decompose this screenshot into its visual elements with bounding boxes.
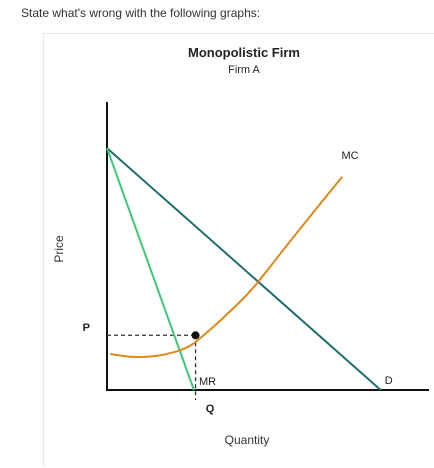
- q-label: Q: [206, 403, 215, 415]
- d-label: D: [385, 375, 393, 387]
- question-text: State what's wrong with the following gr…: [21, 6, 261, 20]
- chart-subtitle: Firm A: [228, 64, 260, 76]
- equilibrium-point: [191, 331, 200, 340]
- p-label: P: [83, 322, 90, 334]
- mr-label: MR: [199, 376, 216, 388]
- mc-label: MC: [342, 150, 359, 162]
- monopolistic-firm-chart: Monopolistic Firm Firm A Price Quantity …: [52, 45, 429, 447]
- chart-title: Monopolistic Firm: [188, 45, 300, 60]
- mc-curve: [110, 176, 343, 359]
- mr-curve: [106, 147, 195, 391]
- y-axis-label: Price: [52, 235, 66, 263]
- d-curve: [106, 147, 382, 391]
- x-axis-label: Quantity: [225, 433, 270, 447]
- chart-panel: Monopolistic Firm Firm A Price Quantity …: [43, 33, 434, 467]
